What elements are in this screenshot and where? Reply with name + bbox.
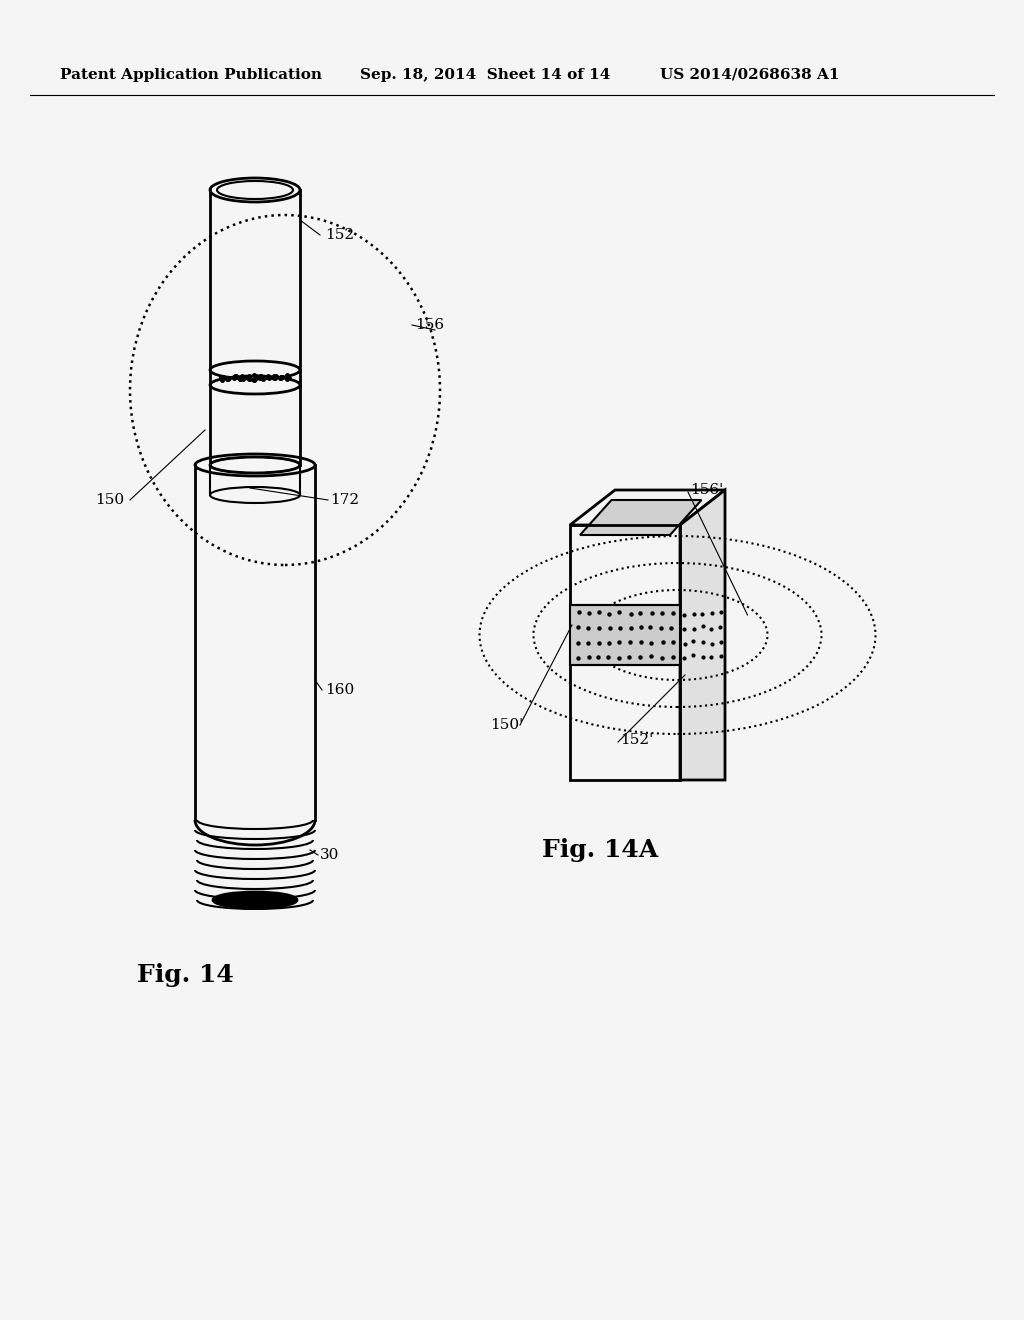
Text: 160: 160 <box>325 682 354 697</box>
Ellipse shape <box>213 892 297 908</box>
Text: Fig. 14: Fig. 14 <box>136 964 233 987</box>
Text: US 2014/0268638 A1: US 2014/0268638 A1 <box>660 69 840 82</box>
Polygon shape <box>570 490 725 525</box>
Text: 172: 172 <box>330 492 359 507</box>
Text: 156: 156 <box>415 318 444 333</box>
Text: 156': 156' <box>690 483 723 498</box>
Text: 150': 150' <box>490 718 523 733</box>
Bar <box>570 605 680 665</box>
Text: Fig. 14A: Fig. 14A <box>542 838 658 862</box>
Polygon shape <box>580 500 701 535</box>
Text: 30: 30 <box>319 847 339 862</box>
Polygon shape <box>680 490 725 780</box>
Text: 150: 150 <box>95 492 124 507</box>
Bar <box>570 525 680 780</box>
Text: 152: 152 <box>325 228 354 242</box>
Text: Sep. 18, 2014  Sheet 14 of 14: Sep. 18, 2014 Sheet 14 of 14 <box>360 69 610 82</box>
Text: 152': 152' <box>620 733 653 747</box>
Text: Patent Application Publication: Patent Application Publication <box>60 69 322 82</box>
